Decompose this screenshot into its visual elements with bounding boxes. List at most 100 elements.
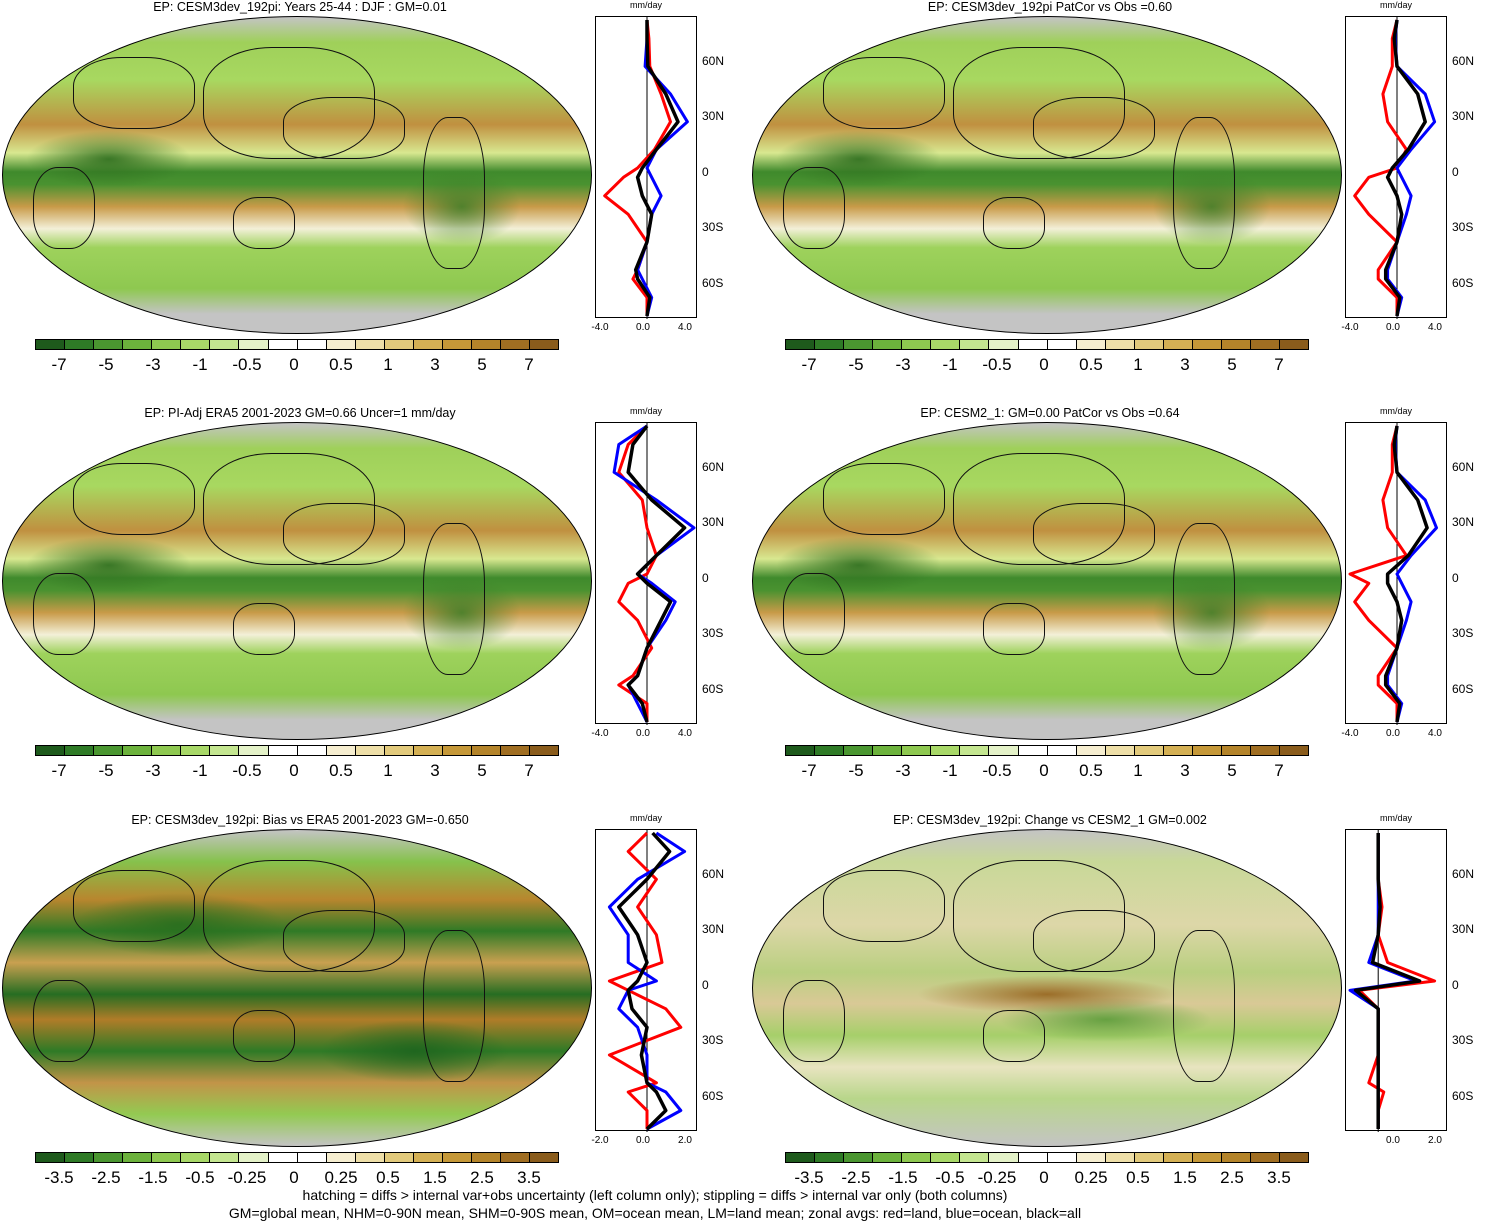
colorbar-swatch: [1221, 746, 1251, 755]
colorbar-swatch: [413, 746, 443, 755]
coastline: [1173, 523, 1235, 675]
zonal-unit-label: mm/day: [1379, 406, 1412, 416]
colorbar-label: -3: [895, 355, 911, 374]
colorbar-swatch: [1163, 746, 1193, 755]
zonal-series-line-2: [612, 424, 696, 723]
colorbar-swatch: [94, 1153, 124, 1162]
colorbar-label: 0.5: [329, 761, 353, 780]
zonal-mean-plot: [1345, 16, 1447, 319]
colorbar-label: 0: [1039, 355, 1049, 374]
colorbar-swatch: [442, 746, 472, 755]
colorbar-swatch: [960, 1153, 990, 1162]
colorbar-label: -3.5: [44, 1168, 74, 1187]
colorbar-label: -7: [51, 355, 67, 374]
colorbar-swatch: [65, 746, 95, 755]
colorbar-label: -3: [895, 761, 911, 780]
latitude-tick-label: 60S: [1452, 1089, 1474, 1103]
colorbar-label: -0.5: [232, 355, 262, 374]
zonal-series-line-2: [1386, 19, 1437, 317]
panel-3: EP: PI-Adj ERA5 2001-2023 GM=0.66 Uncer=…: [0, 406, 735, 786]
colorbar-swatch: [1251, 340, 1281, 349]
colorbar-swatch: [239, 746, 269, 755]
colorbar-swatch: [268, 340, 298, 349]
colorbar-swatch: [989, 340, 1019, 349]
zonal-mean-svg: [1348, 423, 1438, 725]
colorbar-swatch: [355, 340, 385, 349]
colorbar-swatch: [501, 746, 531, 755]
coastline: [1033, 910, 1155, 972]
colorbar: [785, 745, 1309, 756]
colorbar-swatch: [960, 340, 990, 349]
colorbar-label: 5: [477, 761, 487, 780]
colorbar-swatch: [181, 1153, 211, 1162]
colorbar-swatch: [815, 340, 845, 349]
colorbar-label: -2.5: [841, 1168, 871, 1187]
colorbar-label: 3.5: [1267, 1168, 1291, 1187]
colorbar-swatch: [960, 746, 990, 755]
colorbar-label: -3: [145, 761, 161, 780]
coastline: [233, 197, 295, 249]
colorbar-swatch: [36, 1153, 66, 1162]
latitude-tick-label: 30N: [1452, 109, 1475, 123]
zonal-series-line-2: [1348, 833, 1418, 1129]
colorbar-label: 3: [1180, 761, 1190, 780]
colorbar-swatch: [1280, 746, 1309, 755]
colorbar-swatch: [94, 340, 124, 349]
colorbar-label: 2.5: [470, 1168, 494, 1187]
panel-6: EP: CESM3dev_192pi: Change vs CESM2_1 GM…: [750, 813, 1485, 1193]
latitude-tick-label: 30S: [1452, 220, 1474, 234]
colorbar-swatch: [530, 746, 559, 755]
colorbar-label: 0.25: [324, 1168, 358, 1187]
colorbar-swatch: [326, 746, 356, 755]
colorbar-label: -5: [98, 355, 114, 374]
colorbar-swatch: [1134, 340, 1164, 349]
coastline: [423, 117, 485, 269]
coastline: [73, 57, 195, 129]
colorbar-swatch: [815, 1153, 845, 1162]
coastline: [33, 167, 95, 249]
colorbar-label: 1: [383, 355, 393, 374]
zonal-mean-plot: [595, 422, 697, 725]
colorbar-swatch: [413, 340, 443, 349]
zonal-series-line-1: [607, 831, 683, 1129]
latitude-tick-label: 30S: [702, 1033, 724, 1047]
zonal-x-tick-label: 0.0: [1386, 322, 1400, 333]
coastline: [823, 57, 945, 129]
colorbar-swatch: [442, 1153, 472, 1162]
zonal-series-line-1: [1357, 833, 1437, 1129]
colorbar-swatch: [844, 1153, 874, 1162]
colorbar-label: -0.5: [232, 761, 262, 780]
zonal-x-tick-label: 0.0: [1386, 1135, 1400, 1146]
zonal-unit-label: mm/day: [1379, 813, 1412, 823]
colorbar-swatch: [123, 746, 153, 755]
zonal-mean-svg: [607, 830, 687, 1132]
robinson-map: [752, 16, 1342, 334]
latitude-tick-label: 60S: [702, 1089, 724, 1103]
latitude-tick-label: 30S: [1452, 1033, 1474, 1047]
coastline: [423, 930, 485, 1082]
colorbar: [35, 745, 559, 756]
colorbar-swatch: [1280, 1153, 1309, 1162]
colorbar-swatch: [530, 340, 559, 349]
panel-title: EP: CESM3dev_192pi PatCor vs Obs =0.60: [927, 0, 1173, 14]
zonal-series-line-3: [1383, 425, 1429, 723]
colorbar-swatch: [1076, 340, 1106, 349]
colorbar-swatch: [1047, 1153, 1077, 1162]
latitude-tick-label: 0: [1452, 571, 1459, 585]
colorbar-label: -7: [801, 355, 817, 374]
colorbar-swatch: [1163, 340, 1193, 349]
panel-title: EP: CESM3dev_192pi: Change vs CESM2_1 GM…: [893, 813, 1207, 827]
coastline: [823, 463, 945, 535]
colorbar-swatch: [844, 746, 874, 755]
latitude-tick-label: 60S: [702, 682, 724, 696]
zonal-x-tick-label: 0.0: [636, 322, 650, 333]
colorbar-swatch: [1221, 1153, 1251, 1162]
colorbar-label: -0.25: [977, 1168, 1017, 1187]
colorbar-label: -1.5: [888, 1168, 918, 1187]
colorbar-swatch: [786, 1153, 816, 1162]
colorbar-swatch: [355, 1153, 385, 1162]
robinson-map: [2, 829, 592, 1147]
colorbar-swatch: [36, 746, 66, 755]
colorbar-label: 1: [1133, 761, 1143, 780]
zonal-x-tick-label: -4.0: [591, 322, 609, 333]
